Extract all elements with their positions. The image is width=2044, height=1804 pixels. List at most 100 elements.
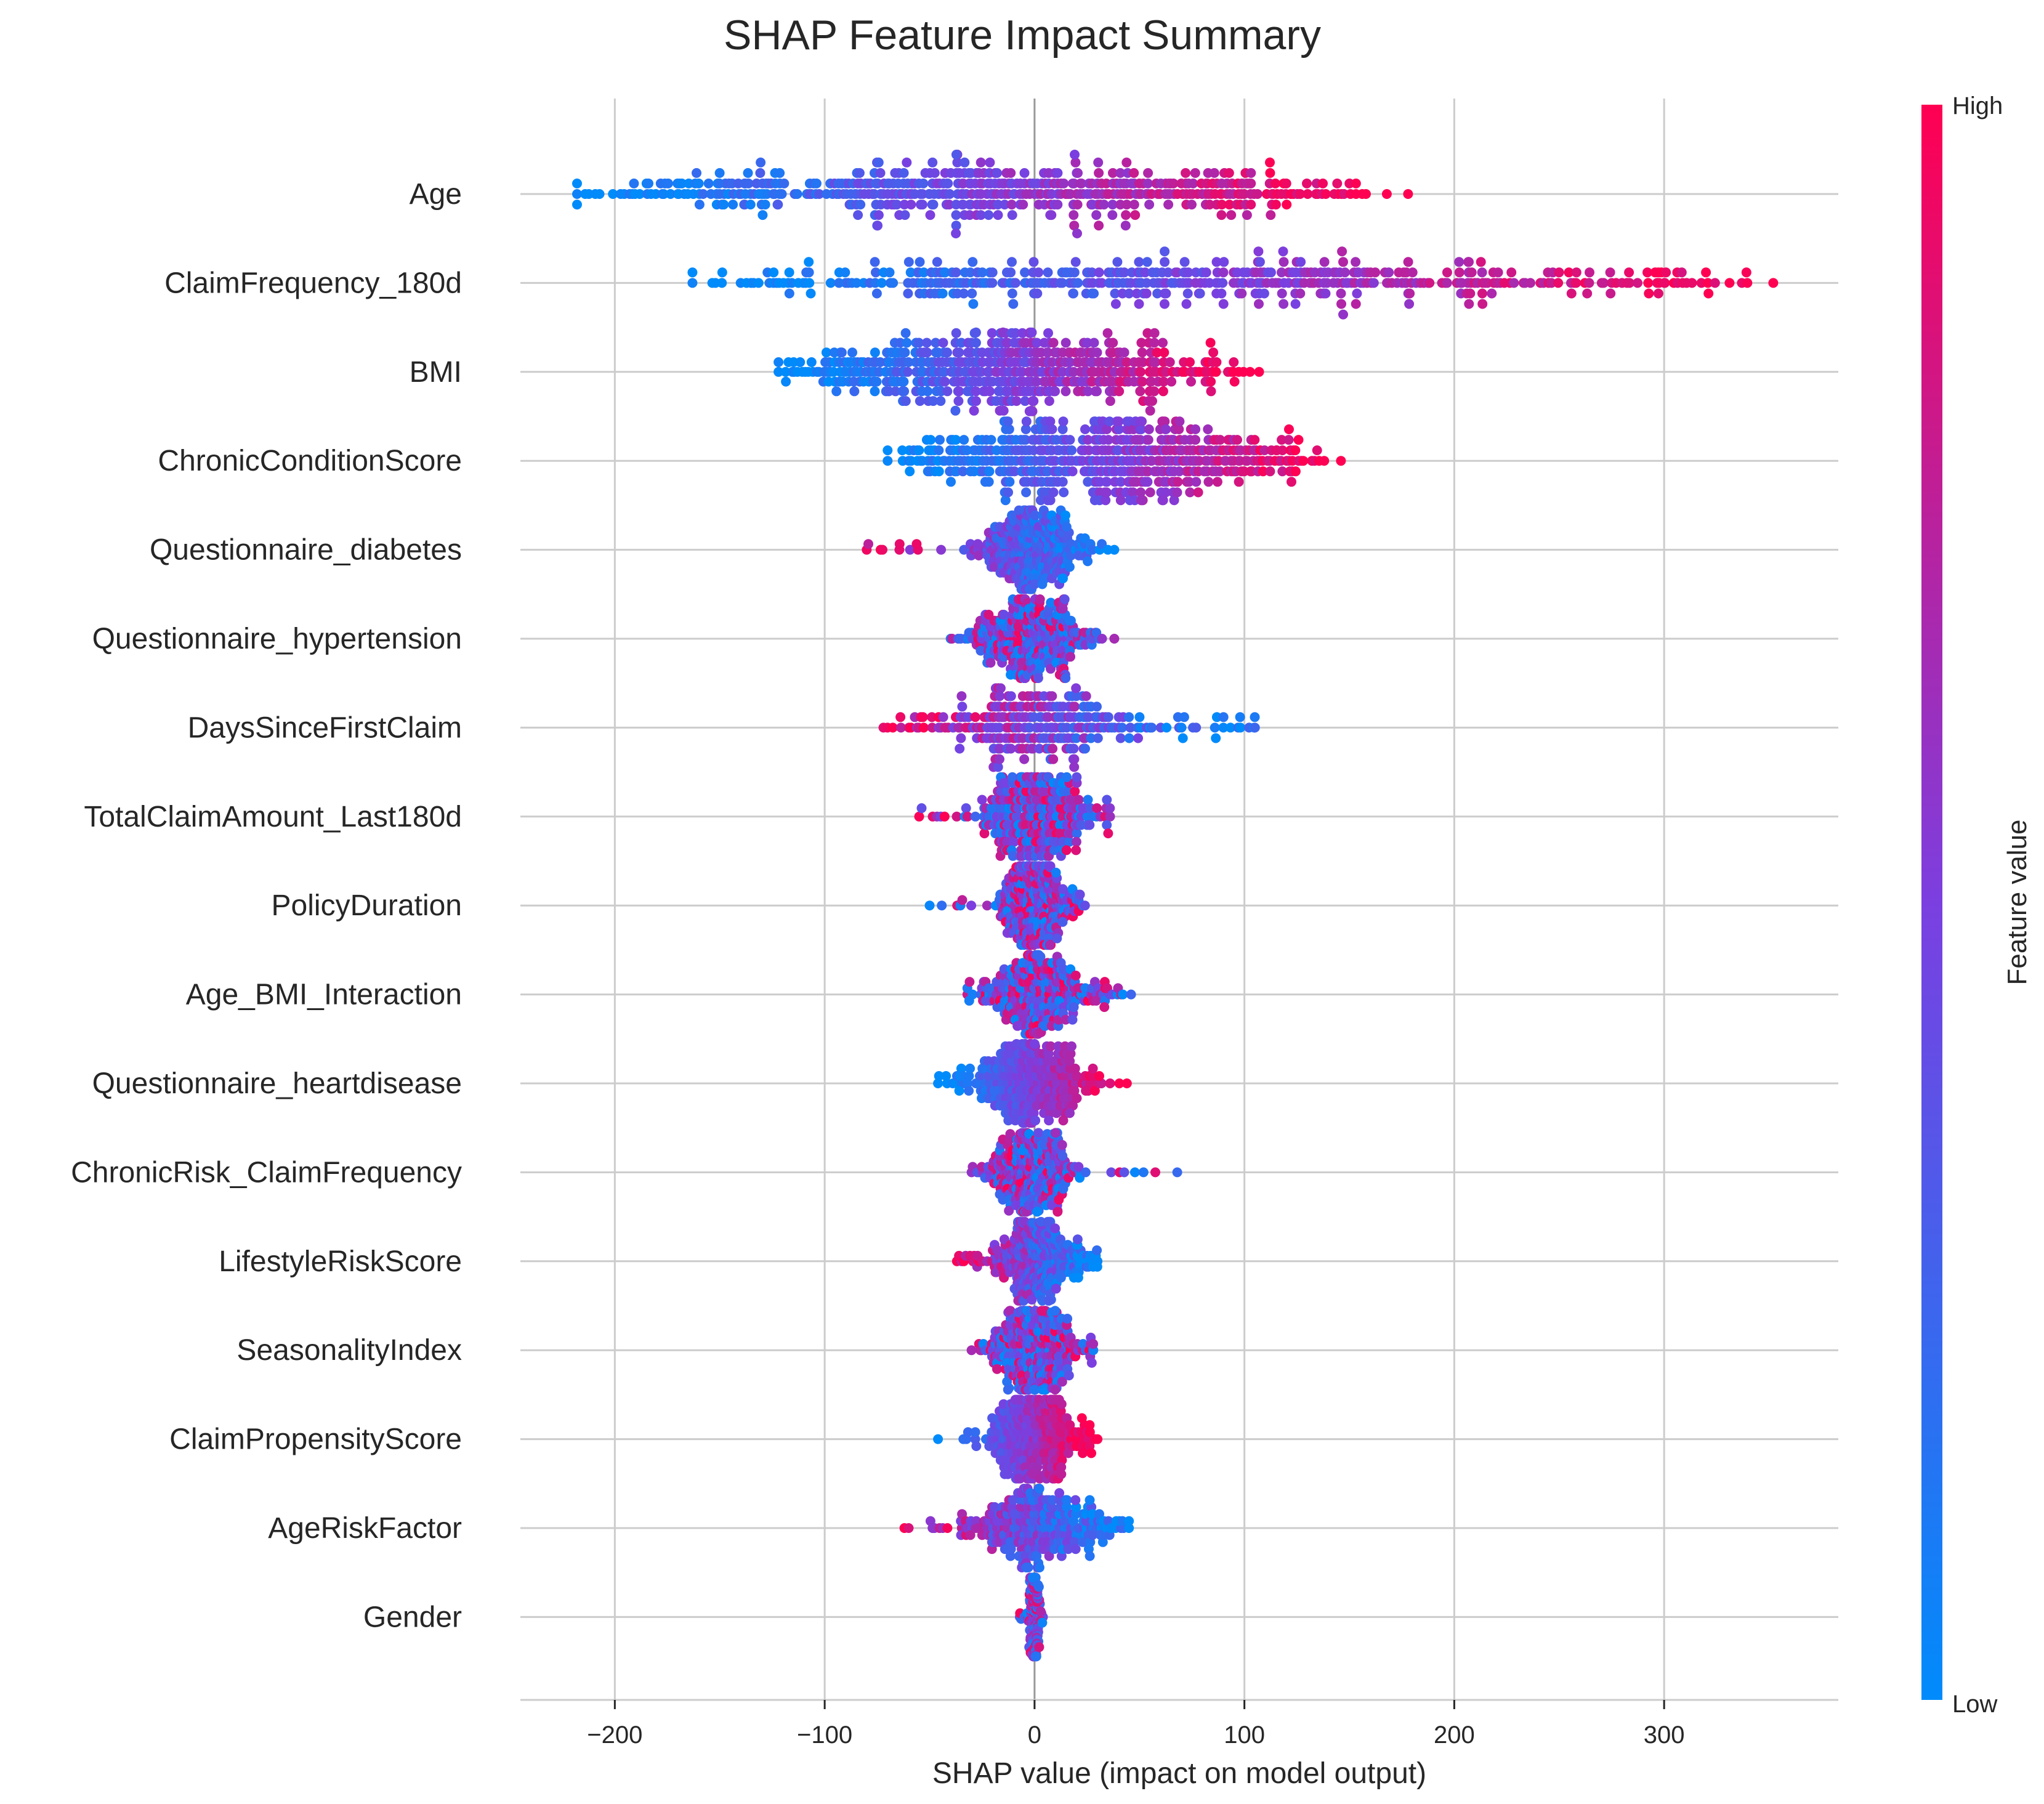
shap-point — [1050, 1128, 1060, 1138]
shap-point — [1141, 288, 1152, 299]
shap-point — [1010, 278, 1020, 288]
shap-point — [1072, 828, 1082, 839]
shap-point — [970, 811, 980, 822]
shap-point — [1028, 396, 1039, 407]
shap-point — [1043, 328, 1053, 338]
shap-point — [1070, 702, 1080, 712]
shap-point — [1128, 487, 1138, 498]
shap-point — [717, 278, 727, 288]
shap-point — [1030, 579, 1040, 589]
shap-point — [1403, 257, 1413, 267]
shap-point — [1332, 178, 1343, 188]
shap-point — [1089, 288, 1099, 299]
shap-point — [1110, 288, 1120, 299]
shap-point — [1142, 477, 1153, 487]
shap-point — [1115, 168, 1126, 178]
shap-point — [773, 200, 783, 210]
shap-point — [1059, 178, 1069, 188]
shap-point — [1093, 157, 1104, 168]
shap-point — [871, 267, 881, 278]
shap-point — [1277, 445, 1288, 456]
shap-point — [1032, 338, 1042, 348]
shap-point — [914, 445, 924, 456]
shap-point — [977, 795, 987, 805]
shap-point — [1134, 712, 1145, 722]
shap-point — [956, 691, 967, 702]
shap-point — [1226, 210, 1237, 220]
shap-point — [1464, 257, 1474, 267]
shap-point — [1605, 267, 1615, 278]
shap-point — [1092, 1245, 1102, 1255]
shap-point — [1073, 278, 1083, 288]
shap-point — [1370, 267, 1381, 278]
shap-point — [1676, 267, 1687, 278]
shap-point — [1140, 267, 1150, 278]
shap-point — [1048, 487, 1059, 498]
shap-point — [897, 445, 908, 456]
shap-point — [1070, 157, 1081, 168]
shap-point — [1195, 288, 1205, 299]
shap-point — [1048, 743, 1058, 754]
shap-point — [1054, 1194, 1064, 1205]
shap-point — [1584, 278, 1594, 288]
shap-point — [1043, 267, 1053, 278]
shap-point — [1235, 722, 1246, 733]
shap-point — [964, 977, 975, 987]
shap-point — [1075, 889, 1085, 900]
shap-point — [1163, 200, 1174, 210]
shap-point — [927, 157, 938, 168]
shap-point — [1742, 278, 1753, 288]
shap-point — [1032, 376, 1041, 387]
shap-point — [1067, 466, 1078, 477]
shap-point — [1281, 178, 1291, 188]
shap-point — [1068, 288, 1078, 299]
shap-point — [1020, 396, 1030, 407]
shap-point — [1160, 246, 1170, 257]
shap-point — [1337, 246, 1347, 257]
shap-point — [1093, 733, 1103, 743]
shap-point — [1060, 510, 1070, 520]
shap-point — [784, 267, 794, 278]
shap-point — [1083, 435, 1093, 445]
shap-point — [966, 900, 977, 911]
shap-point — [876, 278, 887, 288]
shap-point — [985, 386, 995, 397]
shap-point — [1149, 386, 1160, 397]
shap-point — [1003, 487, 1013, 498]
shap-point — [1067, 1014, 1078, 1025]
shap-point — [899, 376, 909, 387]
shap-point — [1184, 477, 1194, 487]
shap-point — [1218, 278, 1228, 288]
shap-point — [951, 150, 961, 160]
shap-point — [1133, 733, 1143, 743]
shap-point — [1043, 495, 1053, 506]
shap-point — [1113, 416, 1124, 427]
shap-point — [1290, 445, 1301, 456]
shap-point — [1092, 1261, 1102, 1272]
shap-point — [804, 257, 814, 267]
shap-point — [1642, 267, 1652, 278]
shap-point — [1190, 435, 1201, 445]
shap-point — [1136, 416, 1146, 427]
shap-point — [1103, 828, 1113, 839]
shap-point — [1351, 299, 1361, 309]
shap-point — [1083, 386, 1093, 397]
shap-point — [1158, 386, 1168, 397]
shap-point — [1068, 210, 1079, 220]
shap-point — [1059, 487, 1069, 498]
shap-point — [1094, 168, 1104, 178]
shap-point — [951, 267, 961, 278]
shap-point — [958, 466, 968, 477]
shap-point — [1072, 772, 1082, 782]
shap-point — [1210, 722, 1220, 733]
shap-point — [902, 338, 912, 348]
shap-point — [1242, 210, 1252, 220]
shap-point — [921, 338, 932, 348]
shap-point — [1145, 405, 1155, 416]
shap-point — [1188, 178, 1198, 188]
shap-point — [1212, 477, 1222, 487]
shap-point — [1318, 178, 1328, 188]
shap-point — [918, 722, 929, 733]
shap-point — [1191, 722, 1202, 733]
shap-point — [847, 347, 857, 358]
